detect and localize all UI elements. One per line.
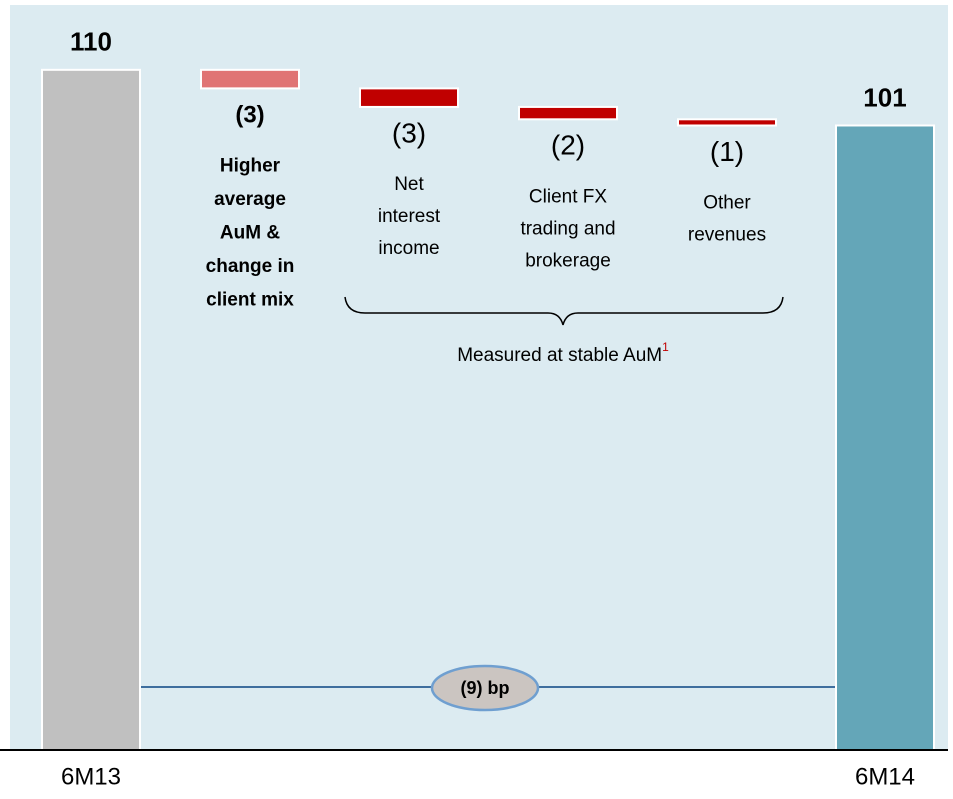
description: brokerage: [525, 250, 611, 271]
plot-background: [10, 5, 948, 750]
change-label: (9) bp: [461, 678, 510, 698]
value-label: 101: [863, 82, 906, 112]
description: Client FX: [529, 186, 607, 207]
bracket: [344, 296, 784, 326]
value-label: (2): [551, 130, 585, 161]
description: income: [378, 238, 439, 259]
category-label: 6M14: [855, 763, 915, 790]
value-label: (1): [710, 136, 744, 167]
bar: [835, 124, 935, 751]
description: client mix: [206, 289, 294, 310]
description: Higher: [220, 155, 281, 176]
bar: [41, 68, 141, 752]
value-label: 110: [70, 27, 112, 57]
bar: [200, 68, 300, 90]
bar: [518, 105, 618, 121]
bar: [677, 118, 777, 127]
description: change in: [206, 256, 295, 277]
description: AuM &: [220, 222, 280, 243]
description: Net: [394, 174, 424, 195]
bars: [41, 68, 935, 752]
description: revenues: [688, 224, 766, 245]
bracket-label: Measured at stable AuM1: [457, 340, 669, 366]
description: Other: [703, 192, 751, 213]
description: trading and: [520, 218, 615, 239]
bar: [359, 87, 459, 108]
description: average: [214, 189, 286, 210]
category-label: 6M13: [61, 763, 121, 790]
value-label: (3): [392, 117, 426, 148]
change-badge: [430, 664, 540, 712]
value-label: (3): [235, 102, 264, 129]
description: interest: [378, 206, 441, 227]
